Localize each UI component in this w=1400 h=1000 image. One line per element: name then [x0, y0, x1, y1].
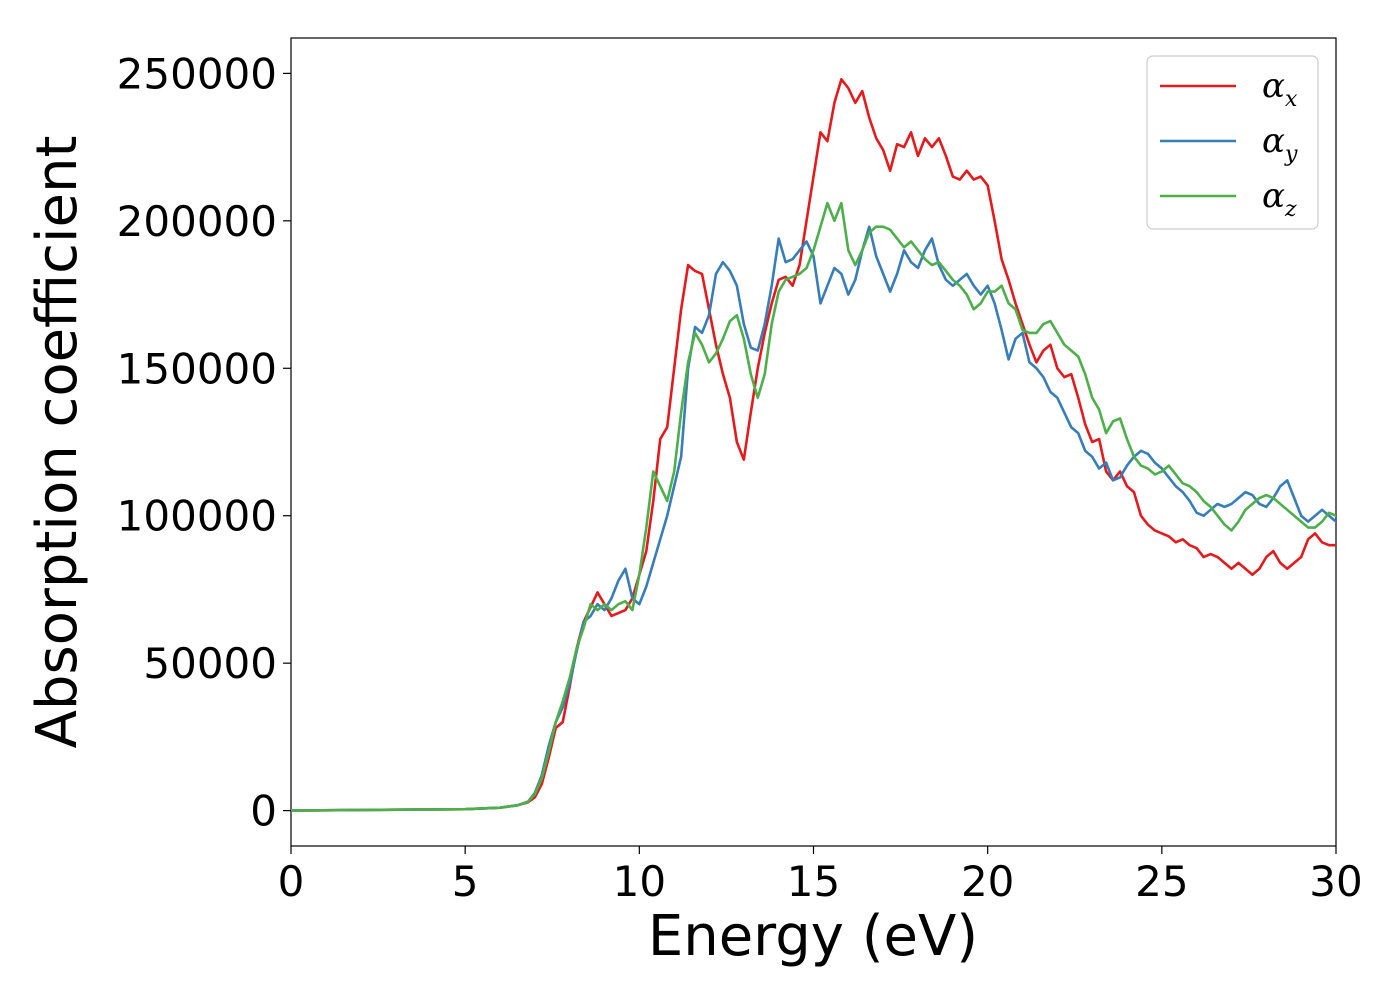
y-tick-label: 0	[250, 787, 277, 836]
x-tick-label: 15	[787, 857, 840, 906]
x-tick-label: 10	[613, 857, 666, 906]
y-tick-label: 50000	[143, 639, 277, 688]
series-line-y	[291, 225, 1336, 812]
series-line-z	[291, 201, 1336, 812]
y-tick-label: 150000	[117, 344, 277, 393]
y-axis: 0 50000 100000 150000 200000 250000	[117, 49, 291, 836]
x-tick-label: 0	[278, 857, 305, 906]
y-tick-label: 200000	[117, 197, 277, 246]
y-tick-label: 100000	[117, 492, 277, 541]
x-axis: 0 5 10 15 20 25 30	[278, 846, 1363, 906]
x-tick-label: 5	[452, 857, 479, 906]
legend-frame	[1146, 55, 1319, 230]
x-tick-label: 30	[1309, 857, 1362, 906]
x-tick-label: 20	[961, 857, 1014, 906]
y-tick-label: 250000	[117, 49, 277, 98]
series-layer	[291, 77, 1336, 812]
x-tick-label: 25	[1135, 857, 1188, 906]
legend-label-x: αx	[1262, 66, 1298, 112]
y-axis-label: Absorption coefficient	[25, 136, 90, 749]
legend-entries: αx αy αz	[1160, 66, 1298, 222]
legend: αx αy αz	[1146, 55, 1319, 230]
legend-label-z: αz	[1262, 176, 1297, 222]
legend-label-y: αy	[1262, 121, 1298, 167]
x-axis-label: Energy (eV)	[648, 904, 978, 969]
